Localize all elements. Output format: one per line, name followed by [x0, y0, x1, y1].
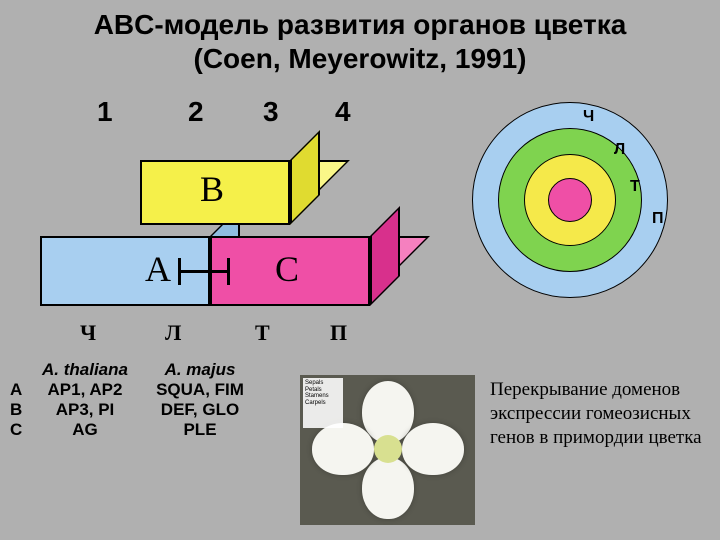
repression-bar-ac-h [178, 270, 230, 273]
organ-ch: Ч [80, 320, 96, 346]
organ-t: Т [255, 320, 270, 346]
whorl-num-2: 2 [188, 96, 204, 128]
gene-row-b-cls: B [10, 400, 30, 420]
block-b-side [290, 130, 320, 225]
block-c-side [370, 206, 400, 306]
whorl-num-4: 4 [335, 96, 351, 128]
gene-row-b-c1: AP3, PI [30, 400, 140, 420]
whorl-num-1: 1 [97, 96, 113, 128]
ring-label-p: П [652, 210, 664, 228]
petal-bottom [362, 457, 414, 519]
ring-carpels [548, 178, 592, 222]
ring-label-t: Т [630, 178, 640, 196]
whorl-num-3: 3 [263, 96, 279, 128]
organ-l: Л [165, 320, 181, 346]
caption-text: Перекрывание доменов экспрессии гомеозис… [490, 378, 715, 449]
flower-image: SepalsPetalsStamensCarpels [300, 375, 475, 525]
block-c-label: C [275, 248, 299, 290]
gene-row-b-c2: DEF, GLO [140, 400, 260, 420]
gene-hdr-thaliana: A. thaliana [30, 360, 140, 380]
petal-right [402, 423, 464, 475]
page-title: ABC-модель развития органов цветка (Coen… [0, 0, 720, 75]
ring-label-ch: Ч [583, 108, 594, 126]
gene-row-a-c2: SQUA, FIM [140, 380, 260, 400]
petal-left [312, 423, 374, 475]
gene-row-a-cls: A [10, 380, 30, 400]
title-line2: (Coen, Meyerowitz, 1991) [0, 42, 720, 76]
organ-p: П [330, 320, 347, 346]
repression-bar-ac-l [178, 258, 181, 285]
flower-label-box: SepalsPetalsStamensCarpels [303, 378, 343, 428]
gene-row-a-c1: AP1, AP2 [30, 380, 140, 400]
repression-bar-ac-r [227, 258, 230, 285]
title-line1: ABC-модель развития органов цветка [0, 8, 720, 42]
gene-table: A. thaliana A. majus A AP1, AP2 SQUA, FI… [10, 360, 260, 440]
gene-row-c-c1: AG [30, 420, 140, 440]
gene-hdr-majus: A. majus [140, 360, 260, 380]
block-a-label: A [145, 248, 171, 290]
flower-center [374, 435, 402, 463]
gene-row-c-cls: C [10, 420, 30, 440]
gene-row-c-c2: PLE [140, 420, 260, 440]
block-b-label: B [200, 168, 224, 210]
ring-label-l: Л [614, 141, 625, 159]
